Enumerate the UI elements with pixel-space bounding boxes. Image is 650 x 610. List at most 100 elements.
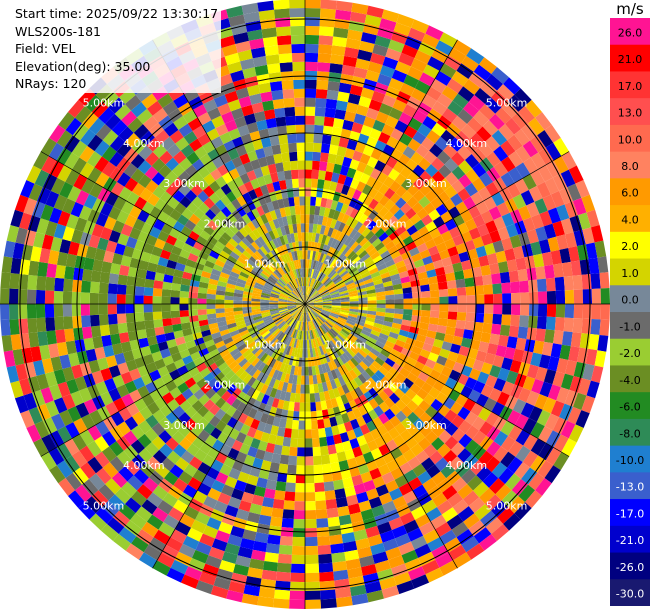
velocity-bin [73,327,84,341]
velocity-bin [491,90,508,108]
velocity-bin [184,566,203,581]
velocity-bin [286,124,297,135]
velocity-bin [305,501,316,511]
velocity-bin [518,105,536,124]
velocity-bin [420,290,431,298]
velocity-bin [320,400,328,411]
velocity-bin [116,141,132,158]
velocity-bin [517,326,529,340]
velocity-bin [239,271,250,279]
velocity-bin [233,263,243,272]
velocity-bin [373,322,383,329]
velocity-bin [432,492,448,508]
velocity-bin [366,589,384,603]
velocity-bin [328,389,336,400]
velocity-bin [227,344,238,353]
velocity-bin [78,387,92,403]
velocity-bin [62,304,73,317]
velocity-bin [250,269,260,278]
velocity-bin [340,294,350,299]
velocity-bin [276,227,283,238]
velocity-bin [326,246,334,257]
velocity-bin [265,320,274,327]
velocity-bin [323,481,335,492]
velocity-bin [372,213,384,225]
velocity-bin [265,117,277,129]
velocity-bin [282,89,295,99]
velocity-bin [351,520,366,533]
velocity-bin [254,335,264,344]
velocity-bin [520,402,535,419]
velocity-bin [302,277,305,287]
velocity-bin [283,344,289,355]
velocity-bin [221,82,236,95]
velocity-bin [173,499,189,514]
velocity-bin [340,468,352,480]
velocity-bin [492,283,503,295]
velocity-bin [351,328,361,336]
colorbar-tick-label: -6.0 [619,401,640,414]
velocity-bin [337,375,346,386]
velocity-bin [347,348,356,358]
velocity-bin [305,79,317,90]
velocity-bin [107,304,117,315]
velocity-bin [518,362,531,377]
velocity-bin [298,304,305,311]
velocity-bin [19,378,32,396]
velocity-bin [531,213,544,230]
velocity-bin [338,82,352,94]
velocity-bin [299,277,303,287]
velocity-bin [124,416,139,431]
velocity-bin [415,450,430,464]
velocity-bin [147,193,160,207]
velocity-bin [419,521,436,536]
velocity-bin [314,318,321,327]
velocity-bin [340,203,349,214]
velocity-bin [205,208,217,220]
velocity-bin [366,5,384,19]
velocity-bin [192,158,205,172]
velocity-bin [242,161,254,173]
velocity-bin [318,355,325,365]
velocity-bin [410,366,422,378]
velocity-bin [203,399,215,411]
velocity-bin [312,338,317,348]
velocity-bin [257,596,275,608]
velocity-bin [398,245,409,256]
velocity-bin [109,151,124,167]
velocity-bin [278,304,288,307]
velocity-bin [217,103,232,116]
velocity-bin [287,306,297,311]
velocity-bin [328,286,337,292]
velocity-bin [179,399,192,413]
velocity-bin [432,259,444,270]
velocity-bin [6,225,20,243]
velocity-bin [34,420,50,439]
velocity-bin [307,312,311,322]
velocity-bin [30,346,42,362]
velocity-bin [287,300,297,303]
velocity-bin [306,286,309,296]
velocity-bin [404,36,422,50]
velocity-bin [358,213,369,225]
velocity-bin [10,380,24,399]
velocity-bin [318,562,334,573]
velocity-bin [421,297,431,304]
velocity-bin [116,210,130,224]
velocity-bin [291,178,299,189]
velocity-bin [305,304,307,313]
velocity-bin [514,413,529,430]
velocity-bin [305,70,318,81]
velocity-bin [421,457,435,471]
velocity-bin [256,119,268,131]
velocity-bin [464,376,478,390]
velocity-bin [457,448,472,463]
velocity-bin [329,181,338,192]
velocity-bin [305,304,308,313]
velocity-bin [262,287,272,293]
velocity-bin [49,124,66,143]
velocity-bin [352,231,362,242]
velocity-bin [279,245,286,255]
velocity-bin [302,295,305,304]
velocity-bin [360,253,371,262]
